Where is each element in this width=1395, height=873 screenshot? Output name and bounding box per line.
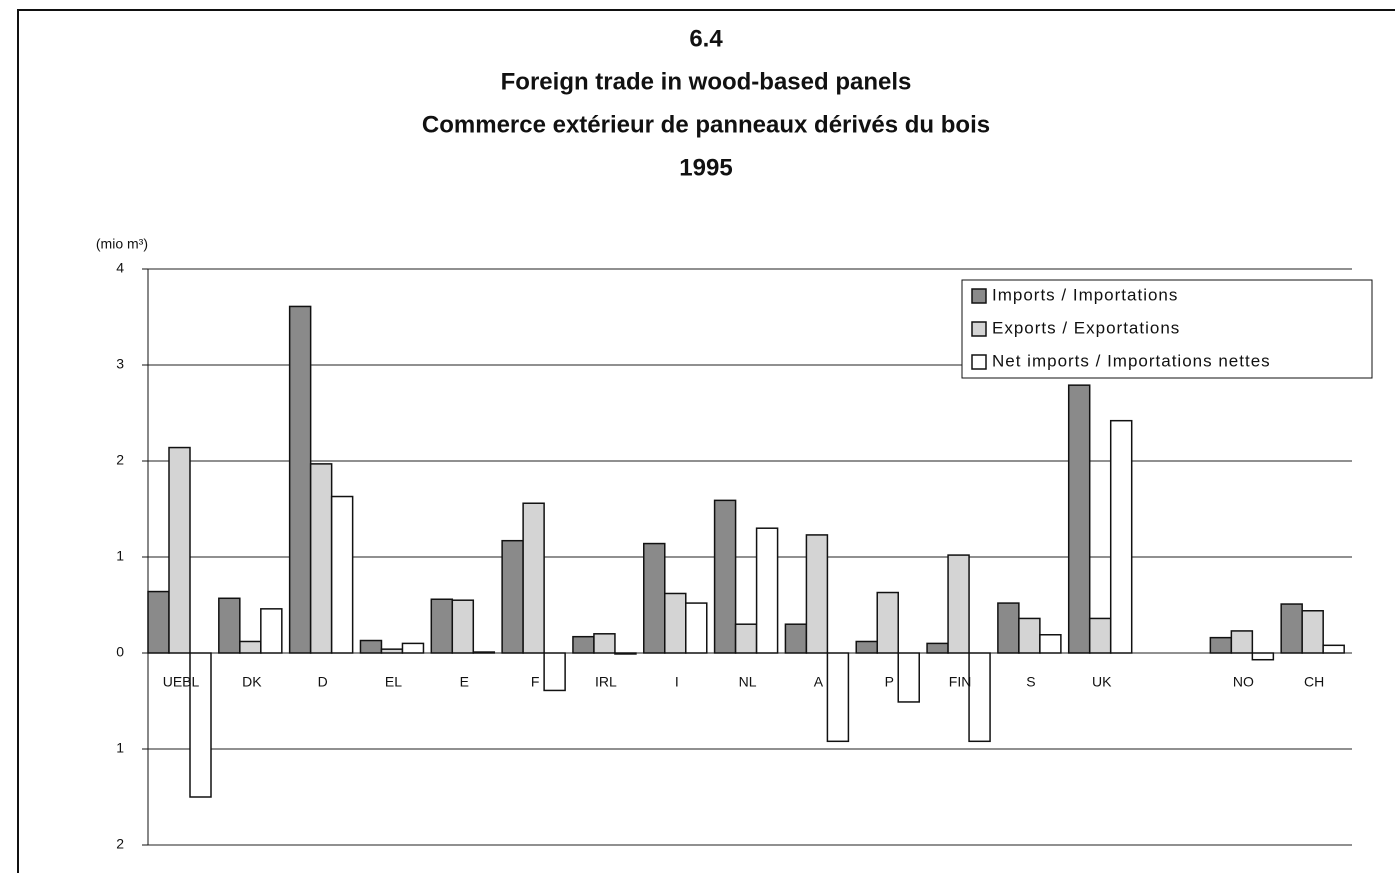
bar	[522, 502, 545, 654]
y-tick-label: 3	[116, 356, 124, 372]
bar	[572, 635, 595, 654]
chart-title: Foreign trade in wood-based panels	[501, 68, 912, 95]
bar	[855, 640, 878, 654]
legend-label: Exports / Exportations	[992, 318, 1180, 337]
bar	[430, 598, 454, 654]
y-tick-label: 1	[116, 548, 124, 564]
bar	[380, 648, 404, 654]
bar	[401, 642, 425, 654]
x-tick-label: DK	[242, 674, 262, 690]
bar	[1301, 610, 1324, 654]
x-tick-label: A	[814, 674, 824, 690]
y-tick-label: 2	[116, 452, 124, 468]
bar	[1230, 630, 1254, 654]
legend-swatch	[971, 354, 987, 370]
frame	[17, 9, 1395, 873]
bar	[501, 539, 524, 654]
bar	[359, 639, 383, 654]
bar	[826, 652, 850, 743]
bar	[968, 652, 991, 743]
bar	[805, 534, 829, 654]
bar	[997, 602, 1020, 654]
bar	[1039, 634, 1062, 654]
bar	[1018, 617, 1041, 654]
chart-title: 6.4	[689, 25, 723, 52]
x-tick-label: FIN	[949, 674, 972, 690]
bar	[309, 463, 333, 654]
x-tick-label: CH	[1304, 674, 1324, 690]
x-tick-label: S	[1026, 674, 1035, 690]
x-tick-label: F	[531, 674, 540, 690]
x-tick-label: I	[675, 674, 679, 690]
bar	[1088, 617, 1112, 654]
y-tick-label: 0	[116, 644, 124, 660]
bar	[713, 499, 737, 654]
y-tick-label: 4	[116, 260, 124, 276]
bar	[472, 651, 496, 654]
y-axis-label: (mio m³)	[96, 236, 148, 252]
legend-box	[961, 279, 1373, 379]
bar	[614, 652, 637, 655]
chart-title: Commerce extérieur de panneaux dérivés d…	[422, 111, 990, 138]
bar	[1251, 652, 1275, 661]
legend-label: Net imports / Importations nettes	[992, 351, 1271, 370]
bar	[1209, 636, 1233, 654]
x-tick-label: NL	[739, 674, 757, 690]
bar	[1280, 603, 1303, 654]
legend-swatch	[971, 288, 987, 304]
x-tick-label: E	[460, 674, 469, 690]
legend-swatch	[971, 321, 987, 337]
bar	[1067, 384, 1091, 654]
x-tick-label: IRL	[595, 674, 617, 690]
bar	[239, 640, 262, 654]
bar	[593, 633, 616, 654]
x-tick-label: EL	[385, 674, 402, 690]
bar	[685, 602, 708, 654]
bar	[451, 599, 475, 654]
y-tick-label: 1	[116, 740, 124, 756]
x-tick-label: UEBL	[163, 674, 200, 690]
legend-label: Imports / Importations	[992, 285, 1178, 304]
bar	[330, 495, 354, 654]
bar	[218, 597, 241, 654]
bar	[1322, 644, 1345, 654]
x-tick-label: P	[885, 674, 894, 690]
chart-title: 1995	[679, 154, 732, 181]
bar	[147, 590, 170, 654]
x-tick-label: D	[318, 674, 328, 690]
y-tick-label: 2	[116, 836, 124, 852]
bar	[664, 592, 687, 654]
bar	[288, 305, 312, 654]
bar	[168, 446, 191, 654]
x-tick-label: NO	[1233, 674, 1254, 690]
bar	[755, 527, 779, 654]
bar	[643, 542, 666, 654]
bar	[876, 591, 899, 654]
bar	[926, 642, 949, 654]
bar	[189, 652, 212, 798]
x-tick-label: UK	[1092, 674, 1112, 690]
bar	[947, 554, 970, 654]
bar	[543, 652, 566, 692]
bar	[260, 608, 283, 654]
bar	[784, 623, 808, 654]
bar	[897, 652, 920, 703]
bar	[734, 623, 758, 654]
bar	[1109, 419, 1133, 654]
